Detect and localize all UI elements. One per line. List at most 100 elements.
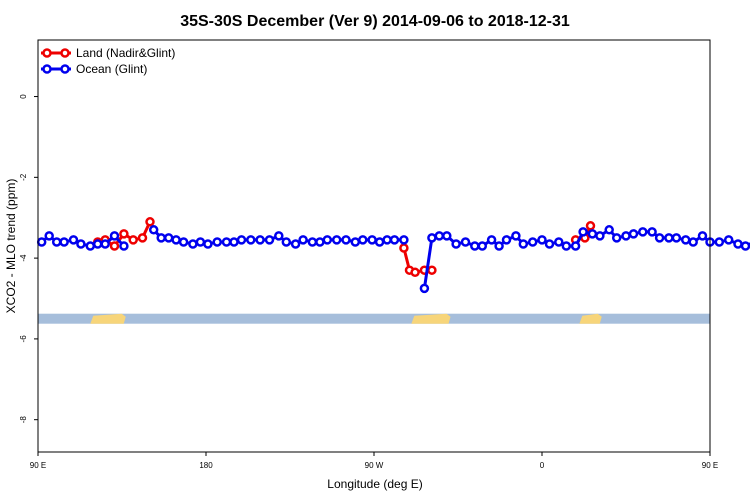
series-1-point: [419, 283, 430, 294]
series-1-point: [178, 237, 189, 247]
series-1-point: [76, 239, 86, 249]
series-1: [36, 225, 750, 294]
series-1-point: [341, 235, 351, 245]
land-patch-2: [579, 313, 602, 324]
series-1-point: [307, 237, 318, 247]
series-1-point: [604, 225, 614, 235]
series-0-point: [399, 243, 409, 253]
series-0-point: [137, 233, 148, 243]
series-1-point: [236, 235, 247, 245]
series-1-point: [221, 237, 232, 247]
series-layer: [36, 217, 750, 294]
legend-marker: [60, 48, 70, 58]
series-1-point: [246, 235, 256, 245]
series-1-point: [212, 237, 222, 247]
series-1-point: [680, 235, 691, 245]
y-tick-label: -2: [19, 173, 28, 181]
series-1-point: [322, 235, 333, 245]
series-0-point: [145, 217, 155, 227]
series-1-point: [427, 233, 437, 243]
series-1-point: [544, 239, 555, 249]
x-tick-label: 90 E: [702, 461, 718, 470]
series-1-point: [451, 239, 461, 249]
series-1-point: [688, 237, 698, 247]
series-1-point: [59, 237, 69, 247]
series-1-point: [399, 235, 409, 245]
series-1-point: [51, 237, 62, 247]
series-1-point: [298, 235, 308, 245]
plot-frame: [37, 39, 711, 453]
series-1-point: [188, 239, 198, 249]
land-ocean-strip: [38, 313, 710, 324]
series-1-point: [638, 227, 648, 237]
series-1-point: [434, 231, 445, 241]
series-1-point: [595, 231, 605, 241]
x-axis: 90 E 180 90 W 0 90 E: [30, 452, 718, 470]
series-1-point: [486, 235, 497, 245]
x-tick-label: 90 W: [365, 461, 384, 470]
land-patch-1: [411, 313, 451, 324]
series-1-point: [229, 237, 239, 247]
series-1-point: [570, 241, 581, 251]
legend-label: Ocean (Glint): [76, 62, 147, 76]
series-1-point: [100, 239, 110, 249]
legend-label: Land (Nadir&Glint): [76, 46, 175, 60]
y-tick-label: -4: [19, 254, 28, 262]
series-1-point: [255, 235, 265, 245]
legend-marker: [42, 64, 52, 74]
series-1-point: [389, 235, 400, 245]
series-1-point: [628, 229, 639, 239]
series-1-point: [44, 231, 54, 241]
series-1-point: [331, 235, 342, 245]
series-1-point: [621, 231, 631, 241]
series-0-point: [585, 221, 596, 231]
series-1-point: [109, 231, 120, 241]
series-1-point: [68, 235, 79, 245]
legend: Land (Nadir&Glint) Ocean (Glint): [41, 46, 175, 76]
series-1-point: [119, 241, 129, 251]
series-1-point: [554, 237, 564, 247]
series-1-point: [740, 241, 750, 251]
series-1-point: [382, 235, 392, 245]
series-1-point: [156, 233, 166, 243]
series-1-point: [477, 241, 488, 251]
x-tick-label: 180: [199, 461, 213, 470]
y-axis: 0 -2 -4 -6 -8: [19, 94, 38, 423]
land-patch-0: [90, 313, 126, 324]
series-1-point: [714, 237, 725, 247]
series-1-point: [501, 235, 512, 245]
y-tick-label: -8: [19, 416, 28, 424]
series-1-point: [671, 233, 682, 243]
series-1-point: [470, 241, 480, 251]
series-1-point: [274, 231, 284, 241]
series-1-point: [203, 239, 213, 249]
series-1-point: [92, 239, 103, 249]
series-1-point: [85, 241, 96, 251]
y-tick-label: -6: [19, 335, 28, 343]
series-1-point: [664, 233, 674, 243]
series-1-point: [264, 235, 275, 245]
chart-title: 35S-30S December (Ver 9) 2014-09-06 to 2…: [180, 13, 570, 30]
series-1-point: [163, 233, 174, 243]
series-1-point: [654, 233, 665, 243]
series-1-point: [171, 235, 181, 245]
series-1-point: [442, 231, 452, 241]
series-1-point: [518, 239, 529, 249]
series-1-point: [148, 225, 159, 235]
series-1-point: [561, 241, 572, 251]
series-1-point: [578, 227, 588, 237]
series-1-point: [697, 231, 708, 241]
y-tick-label: 0: [19, 94, 28, 99]
series-1-point: [647, 227, 657, 237]
series-1-point: [358, 235, 368, 245]
series-1-point: [36, 237, 47, 247]
series-1-point: [315, 237, 325, 247]
series-1-point: [374, 237, 385, 247]
series-1-point: [494, 241, 504, 251]
y-axis-label: XCO2 - MLO trend (ppm): [4, 179, 18, 314]
series-1-point: [367, 235, 377, 245]
legend-marker: [42, 48, 52, 58]
series-1-point: [350, 237, 361, 247]
x-axis-label: Longitude (deg E): [327, 477, 422, 491]
